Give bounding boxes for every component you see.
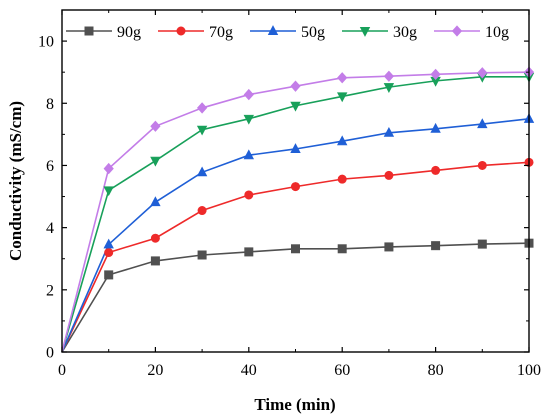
- data-point-90g: [290, 244, 300, 254]
- data-point-70g: [431, 165, 441, 175]
- data-point-10g: [430, 68, 441, 81]
- data-point-50g: [150, 196, 161, 207]
- data-point-70g: [290, 182, 300, 192]
- data-point-30g: [150, 156, 161, 167]
- data-point-90g: [384, 242, 394, 252]
- data-point-30g: [337, 92, 348, 103]
- data-point-10g: [196, 102, 208, 114]
- data-point-30g: [243, 114, 254, 125]
- data-point-70g: [384, 170, 394, 180]
- data-point-70g: [337, 174, 347, 184]
- legend-marker: [84, 26, 94, 36]
- legend-label: 10g: [485, 24, 509, 41]
- data-point-90g: [337, 244, 347, 254]
- legend-marker: [359, 26, 371, 37]
- x-tick-label: 40: [241, 362, 257, 379]
- data-point-90g: [104, 270, 114, 280]
- data-point-30g: [103, 186, 114, 197]
- data-point-50g: [430, 122, 441, 133]
- data-point-90g: [431, 241, 441, 251]
- y-tick-label: 8: [46, 96, 54, 113]
- plot-markers: [103, 66, 535, 280]
- x-axis-ticks: 0 20 40 60 80 100: [58, 10, 541, 379]
- x-tick-label: 0: [58, 362, 66, 379]
- data-point-70g: [477, 160, 487, 170]
- data-point-10g: [150, 120, 161, 132]
- data-point-50g: [337, 135, 348, 146]
- data-point-50g: [383, 126, 395, 137]
- legend-marker: [451, 25, 463, 37]
- legend-label: 50g: [301, 24, 325, 41]
- y-tick-label: 10: [38, 34, 54, 51]
- y-axis-title: Conductivity (mS/cm): [6, 101, 25, 261]
- data-point-50g: [196, 166, 208, 177]
- legend-item-70g: 70g: [158, 24, 233, 41]
- y-axis-ticks: 0 2 4 6 8 10: [38, 34, 529, 362]
- data-point-10g: [337, 72, 348, 84]
- data-point-50g: [290, 143, 301, 153]
- data-point-10g: [383, 70, 395, 82]
- data-point-90g: [477, 239, 487, 249]
- data-point-50g: [243, 149, 254, 160]
- y-tick-label: 2: [46, 282, 54, 299]
- data-point-30g: [290, 101, 301, 112]
- data-point-70g: [197, 206, 207, 216]
- legend-item-30g: 30g: [342, 24, 417, 41]
- x-tick-label: 20: [147, 362, 163, 379]
- legend-item-10g: 10g: [434, 24, 509, 41]
- data-point-30g: [196, 125, 208, 136]
- legend-item-90g: 90g: [66, 24, 141, 41]
- data-point-50g: [477, 118, 488, 129]
- data-point-90g: [197, 250, 207, 260]
- y-tick-label: 4: [46, 220, 54, 237]
- legend-label: 70g: [209, 24, 233, 41]
- x-axis-title: Time (min): [254, 395, 335, 414]
- x-tick-label: 60: [334, 362, 350, 379]
- x-tick-label: 80: [428, 362, 444, 379]
- data-point-10g: [243, 88, 254, 101]
- legend: 90g 70g 50g 30g 10g: [66, 24, 509, 41]
- data-point-10g: [477, 67, 488, 79]
- data-point-30g: [383, 83, 395, 93]
- legend-item-50g: 50g: [250, 24, 325, 41]
- data-point-10g: [290, 80, 301, 92]
- y-tick-label: 0: [46, 345, 54, 362]
- legend-label: 30g: [393, 24, 417, 41]
- data-point-50g: [103, 238, 114, 249]
- data-point-10g: [103, 162, 114, 175]
- data-point-70g: [244, 190, 254, 200]
- data-point-90g: [244, 247, 254, 257]
- legend-marker: [176, 26, 186, 36]
- data-point-70g: [104, 248, 114, 258]
- y-tick-label: 6: [46, 158, 54, 175]
- data-point-70g: [150, 233, 160, 243]
- legend-marker: [267, 25, 279, 36]
- x-tick-label: 100: [517, 362, 541, 379]
- legend-label: 90g: [117, 24, 141, 41]
- data-point-90g: [150, 256, 160, 266]
